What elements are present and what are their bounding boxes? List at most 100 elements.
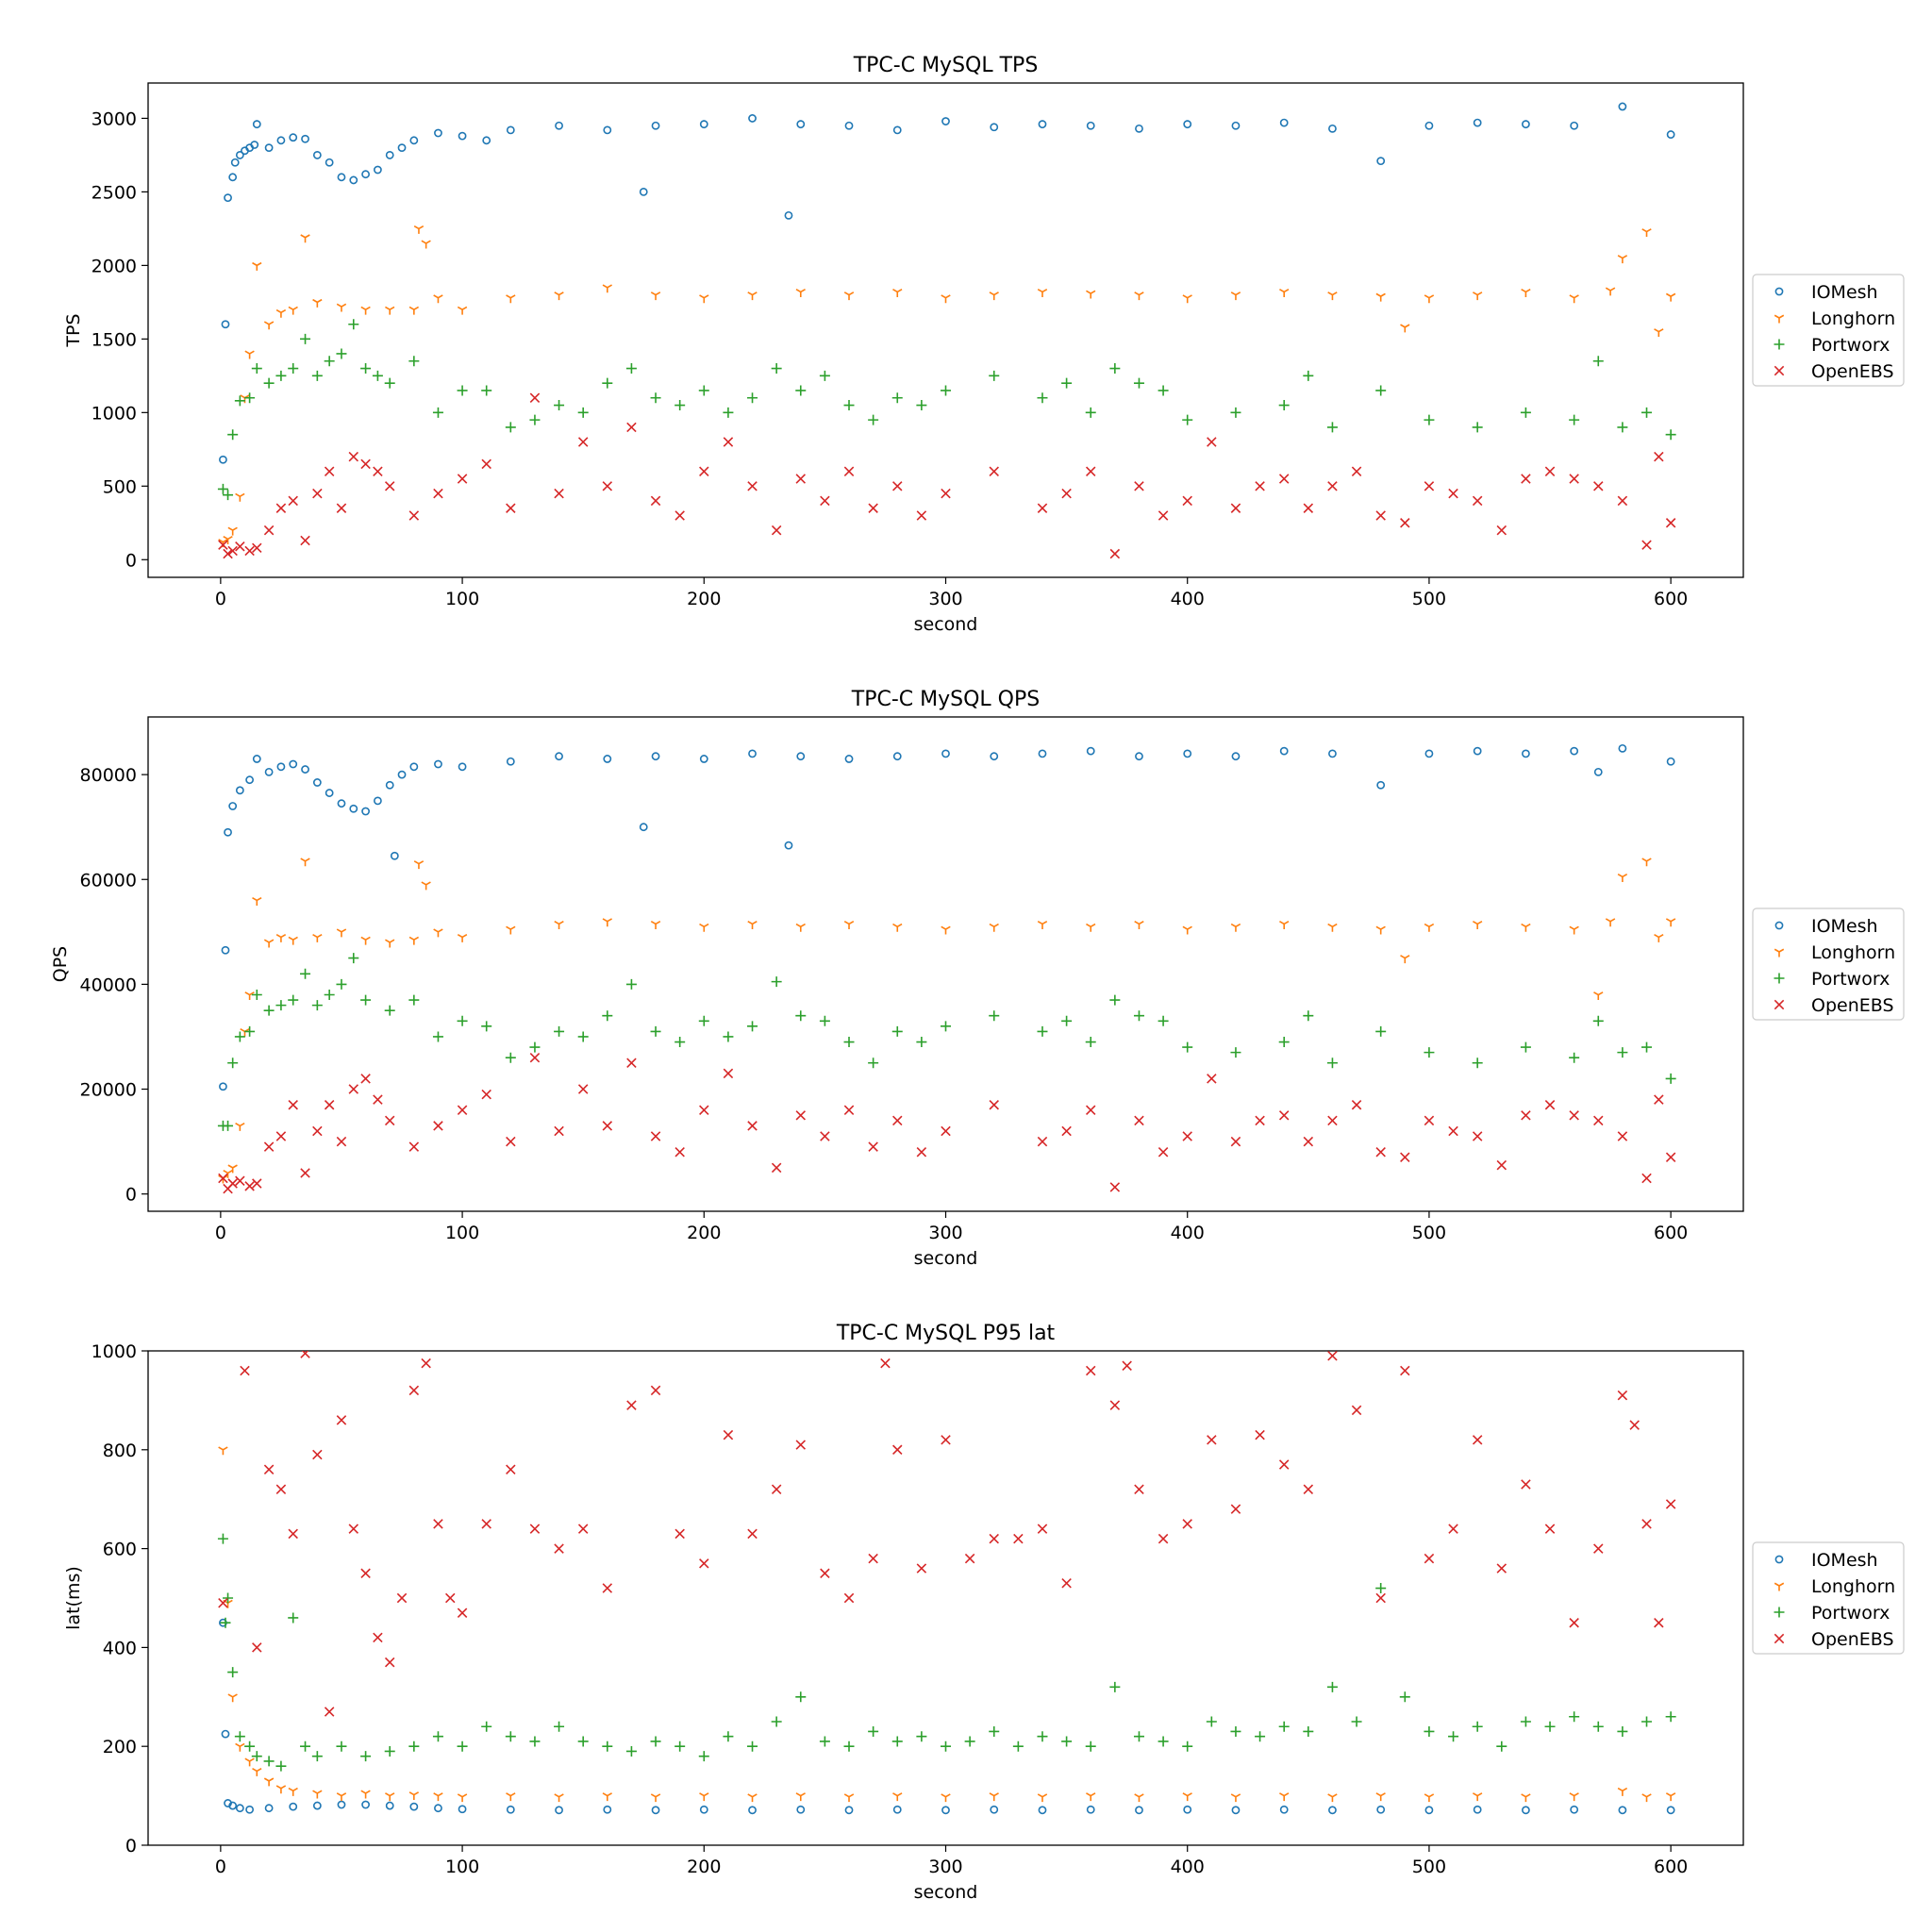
data-point [1617, 422, 1628, 433]
data-point [1278, 1721, 1290, 1732]
data-point [1400, 1152, 1410, 1163]
series-portworx [217, 953, 1676, 1131]
data-point [349, 175, 358, 185]
y-tick-label: 0 [125, 550, 137, 571]
data-point [457, 1607, 468, 1618]
data-point [651, 752, 660, 761]
data-point [408, 1791, 420, 1801]
x-axis-label: second [914, 1882, 978, 1903]
data-point [252, 897, 262, 906]
data-point [990, 1805, 999, 1814]
data-point [1375, 1592, 1386, 1604]
data-point [723, 1731, 734, 1742]
data-point [230, 158, 240, 167]
data-point [235, 541, 245, 552]
data-point [1327, 923, 1338, 932]
series-openebs [218, 1052, 1676, 1194]
data-point [445, 1592, 456, 1604]
data-point [1182, 1041, 1193, 1053]
data-point [312, 1801, 322, 1810]
data-point [228, 173, 238, 182]
data-point [245, 1805, 255, 1814]
data-point [432, 1031, 443, 1042]
data-point [1303, 1136, 1314, 1147]
data-point [1472, 291, 1483, 301]
legend-label: OpenEBS [1811, 995, 1894, 1016]
data-point [263, 1464, 275, 1475]
data-point [263, 377, 275, 389]
data-point [457, 385, 468, 396]
y-tick-label: 0 [125, 1185, 137, 1206]
data-point [1375, 1792, 1386, 1802]
data-point [1012, 1740, 1024, 1752]
data-point [784, 210, 793, 220]
data-point [1654, 933, 1664, 942]
data-point [300, 858, 310, 867]
legend-box [1752, 274, 1905, 387]
data-point [868, 503, 878, 513]
data-point [1037, 1524, 1048, 1534]
data-point [252, 120, 261, 129]
data-point [603, 1805, 612, 1814]
x-tick-label: 200 [687, 1857, 721, 1877]
data-point [1496, 525, 1507, 536]
data-point [336, 1415, 347, 1425]
data-point [1303, 1010, 1314, 1022]
data-point [374, 796, 382, 806]
data-point [555, 121, 563, 130]
x-tick-label: 0 [215, 1223, 226, 1243]
data-point [819, 1736, 830, 1747]
data-point [843, 1592, 855, 1604]
data-point [1182, 414, 1193, 425]
data-point [1303, 503, 1314, 513]
data-point [843, 921, 855, 929]
data-point [228, 1801, 238, 1810]
data-point [506, 925, 516, 935]
data-point [964, 1736, 975, 1747]
data-point [300, 1740, 311, 1752]
data-point [1472, 1058, 1483, 1069]
data-point [1278, 474, 1290, 484]
data-point [324, 356, 335, 367]
legend-marker [1774, 287, 1784, 296]
legend-marker [1774, 339, 1785, 350]
data-point [747, 1121, 758, 1131]
data-point [506, 1792, 516, 1802]
data-point [602, 1010, 613, 1022]
data-point [1424, 481, 1435, 491]
data-point [325, 789, 334, 797]
x-tick-label: 0 [215, 589, 226, 609]
data-point [1666, 130, 1675, 139]
x-tick-label: 200 [687, 1223, 721, 1243]
data-point [1593, 767, 1603, 776]
data-point [361, 807, 370, 816]
data-point [1376, 780, 1386, 790]
data-point [433, 1121, 443, 1131]
data-point [577, 1084, 589, 1094]
data-point [373, 1632, 383, 1643]
data-point [324, 990, 335, 1001]
data-point [1135, 1806, 1143, 1815]
data-point [1230, 503, 1241, 513]
data-point [1375, 1583, 1387, 1594]
data-point [336, 503, 347, 513]
data-point [337, 799, 346, 808]
data-point [312, 1449, 323, 1460]
data-point [264, 1804, 274, 1813]
data-point [1424, 414, 1435, 425]
data-point [1665, 1711, 1676, 1723]
data-point [1183, 749, 1192, 758]
data-point [1592, 356, 1604, 367]
data-point [288, 1528, 298, 1540]
data-point [1654, 1094, 1664, 1105]
legend-box [1752, 908, 1905, 1021]
data-point [1133, 377, 1144, 389]
data-point [1605, 918, 1616, 927]
data-point [1085, 1365, 1096, 1376]
data-point [1278, 400, 1290, 411]
data-point [555, 1806, 563, 1815]
data-point [795, 1110, 807, 1121]
data-point [360, 306, 371, 315]
data-point [1255, 481, 1265, 491]
data-point [868, 1058, 879, 1069]
